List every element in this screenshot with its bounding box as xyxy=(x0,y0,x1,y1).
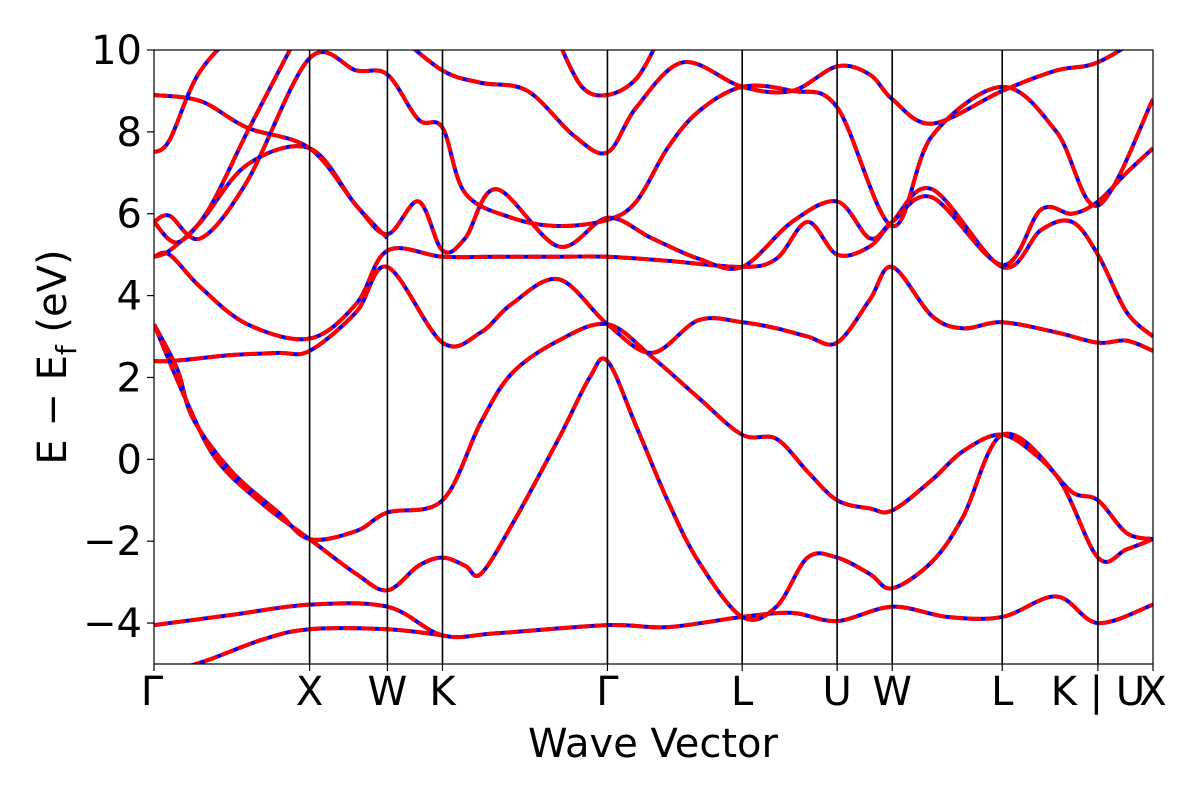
x-axis-label: Wave Vector xyxy=(528,721,779,767)
y-tick-label: 6 xyxy=(117,192,142,238)
band-line-overlay-9 xyxy=(154,93,389,240)
y-tick-label: 4 xyxy=(117,274,142,320)
band-line-reference-6 xyxy=(154,144,1153,271)
band-line-overlay-3 xyxy=(154,323,1153,622)
y-axis-label-subscript: f xyxy=(50,344,83,355)
band-line-overlay-1 xyxy=(154,594,1153,640)
band-line-overlay-11 xyxy=(560,50,656,98)
band-line-overlay-8 xyxy=(154,50,1125,156)
x-tick-label: W xyxy=(368,669,408,715)
x-tick-label: X xyxy=(296,669,323,715)
band-line-reference-10 xyxy=(154,50,293,245)
x-tick-label: L xyxy=(991,669,1014,715)
band-line-overlay-6 xyxy=(154,144,1153,271)
y-tick-label: 0 xyxy=(117,437,142,483)
band-line-reference-4 xyxy=(154,264,1153,364)
x-tick-label: U xyxy=(822,669,851,715)
band-line-overlay-10 xyxy=(154,50,293,245)
x-tick-label: Γ xyxy=(596,669,619,715)
y-ticks: −4 −2 0 2 4 6 8 10 xyxy=(83,28,154,647)
y-tick-label: 2 xyxy=(117,355,142,401)
x-tick-label: Γ xyxy=(141,669,164,715)
plot-frame xyxy=(153,49,1154,665)
y-tick-label: 10 xyxy=(91,28,142,74)
x-tick-label: L xyxy=(731,669,754,715)
y-tick-label: −4 xyxy=(83,601,142,647)
y-axis-label: E − Ef (eV) xyxy=(30,249,83,464)
band-line-overlay-2 xyxy=(154,321,1153,542)
y-tick-label: −2 xyxy=(83,519,142,565)
band-line-overlay-4 xyxy=(154,264,1153,364)
bands-layer xyxy=(154,50,1153,664)
x-tick-label: K xyxy=(429,669,457,715)
x-tick-label: K | U xyxy=(1051,669,1145,715)
band-line-reference-9 xyxy=(154,93,389,240)
kpoint-lines xyxy=(308,50,1099,664)
x-tick-label: X xyxy=(1139,669,1166,715)
x-tick-label: W xyxy=(872,669,912,715)
y-tick-label: 8 xyxy=(117,110,142,156)
